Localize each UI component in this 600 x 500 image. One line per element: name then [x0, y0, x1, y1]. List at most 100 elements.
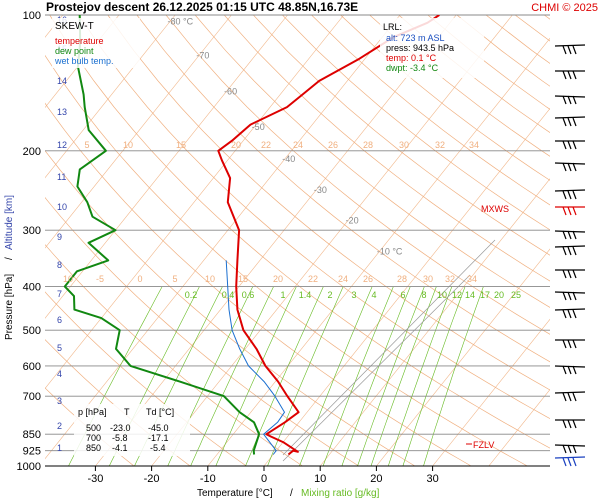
credit-label: CHMI © 2025: [531, 2, 598, 14]
mixing-ratio-green-label: 0.2: [185, 290, 198, 300]
mixing-ratio-top-label: 34: [469, 140, 479, 150]
reference-line: [282, 274, 471, 462]
mixing-ratio-mid-label: 5: [172, 274, 177, 284]
wind-barb-feather: [567, 392, 572, 402]
dry-adiabat-line: [45, 102, 472, 466]
mixing-ratio-top-label: 24: [293, 140, 303, 150]
mixing-ratio-mid-label: 20: [273, 274, 283, 284]
wind-barb-feather: [562, 444, 567, 454]
mixing-ratio-green-label: 4: [371, 290, 376, 300]
mixing-ratio-green-label: 20: [494, 290, 504, 300]
wind-barb-feather: [562, 419, 567, 429]
wind-barb-feather: [572, 117, 577, 127]
dry-adiabat-line: [165, 15, 550, 335]
wind-barb-feather: [567, 309, 572, 319]
mixing-ratio-mid-label: 24: [338, 274, 348, 284]
wind-barb-feather: [567, 190, 572, 200]
wind-barb-staff: [554, 116, 586, 119]
mixing-ratio-green-label: 8: [421, 290, 426, 300]
isotherm-line: [45, 15, 345, 389]
wind-barb-feather: [562, 291, 567, 301]
legend-title: SKEW-T: [55, 21, 94, 32]
levels-row-p: 850: [86, 443, 101, 453]
mixing-ratio-top-label: 20: [231, 140, 241, 150]
altitude-tick-label: 11: [57, 172, 66, 182]
wind-barb-staff: [554, 245, 586, 248]
dry-adiabat-line: [573, 15, 600, 466]
mixing-ratio-green-label: 6: [400, 290, 405, 300]
wind-barb-feather: [572, 309, 577, 319]
wind-barb-feather: [567, 246, 572, 256]
mixing-ratio-mid-label: 22: [308, 274, 318, 284]
wind-barbs: [554, 44, 586, 467]
wind-barb-feather: [567, 140, 572, 150]
wind-barb-feather: [562, 339, 567, 349]
wind-barb-feather: [572, 269, 577, 279]
lrl-box: [380, 18, 484, 78]
wind-barb-feather: [567, 269, 572, 279]
isotherm-label: -10 °C: [377, 247, 403, 257]
isotherm-line: [263, 108, 550, 466]
wind-barb-feather: [572, 45, 577, 55]
dry-adiabat-line: [340, 15, 550, 181]
mixing-ratio-green-label: 25: [511, 290, 521, 300]
legend-temperature: temperature: [55, 36, 104, 46]
mixing-ratio-mid-label: 34: [467, 274, 477, 284]
wind-barb-feather: [572, 190, 577, 200]
wind-barb-staff: [554, 291, 586, 294]
dew-point-line: [63, 15, 261, 455]
isotherm-label: -20: [346, 216, 359, 226]
mixing-ratio-top-label: 22: [261, 140, 271, 150]
mixing-ratio-green-label: 3: [351, 290, 356, 300]
x-tick-label: -20: [144, 473, 160, 485]
mixing-ratio-top-label: 15: [176, 140, 186, 150]
levels-row-td: -5.4: [150, 443, 166, 453]
altitude-tick-label: 3: [57, 396, 62, 406]
isotherm-line: [319, 178, 550, 466]
isotherm-line: [151, 15, 513, 466]
dry-adiabat-line: [456, 15, 550, 87]
pressure-tick-label: 700: [23, 391, 41, 403]
wind-barb-feather: [562, 162, 567, 172]
isotherm-label: -60: [224, 86, 237, 96]
wind-barb-feather: [567, 162, 572, 172]
temperature-line: [217, 15, 440, 456]
isotherm-line: [95, 15, 457, 466]
wind-barb-staff: [554, 95, 586, 98]
chart-labels: 1002003004005006007008509251000123456789…: [17, 10, 550, 485]
wind-barb-feather: [572, 457, 577, 467]
isotherm-line: [45, 15, 120, 108]
mixing-ratio-mid-label: 15: [238, 274, 248, 284]
altitude-tick-label: 12: [57, 140, 67, 150]
wind-barb-feather: [572, 291, 577, 301]
pressure-tick-label: 925: [23, 446, 41, 458]
isotherm-label: -50: [252, 122, 265, 132]
levels-table-header-p: p [hPa]: [78, 407, 107, 417]
x-tick-label: 20: [370, 473, 382, 485]
levels-row-t: -4.1: [112, 443, 128, 453]
pressure-tick-label: 200: [23, 146, 41, 158]
wind-barb-feather: [562, 309, 567, 319]
wind-barb-feather: [567, 365, 572, 375]
isotherm-label: -40: [282, 154, 295, 164]
wind-barb-feather: [562, 365, 567, 375]
wind-barb-feather: [572, 95, 577, 105]
isotherm-label: -70: [196, 51, 209, 61]
levels-row-p: 500: [86, 423, 101, 433]
wind-barb-feather: [572, 206, 577, 216]
wind-barb-feather: [567, 444, 572, 454]
altitude-tick-label: 5: [57, 343, 62, 353]
isotherm-line: [432, 318, 550, 466]
mixing-ratio-mid-label: 10: [205, 274, 215, 284]
mixing-ratio-green-label: 12: [452, 290, 462, 300]
chart-title: Prostejov descent 26.12.2025 01:15 UTC 4…: [46, 0, 358, 14]
levels-row-t: -5.8: [112, 433, 128, 443]
mixing-ratio-mid-label: 10: [63, 274, 73, 284]
mixing-ratio-green-label: 1: [280, 290, 285, 300]
xlabel-temperature: Temperature [°C]: [197, 488, 273, 499]
wind-barb-staff: [554, 308, 586, 311]
dry-adiabat-line: [543, 15, 550, 20]
wind-barb-feather: [562, 230, 567, 240]
altitude-tick-label: 1: [57, 443, 62, 453]
